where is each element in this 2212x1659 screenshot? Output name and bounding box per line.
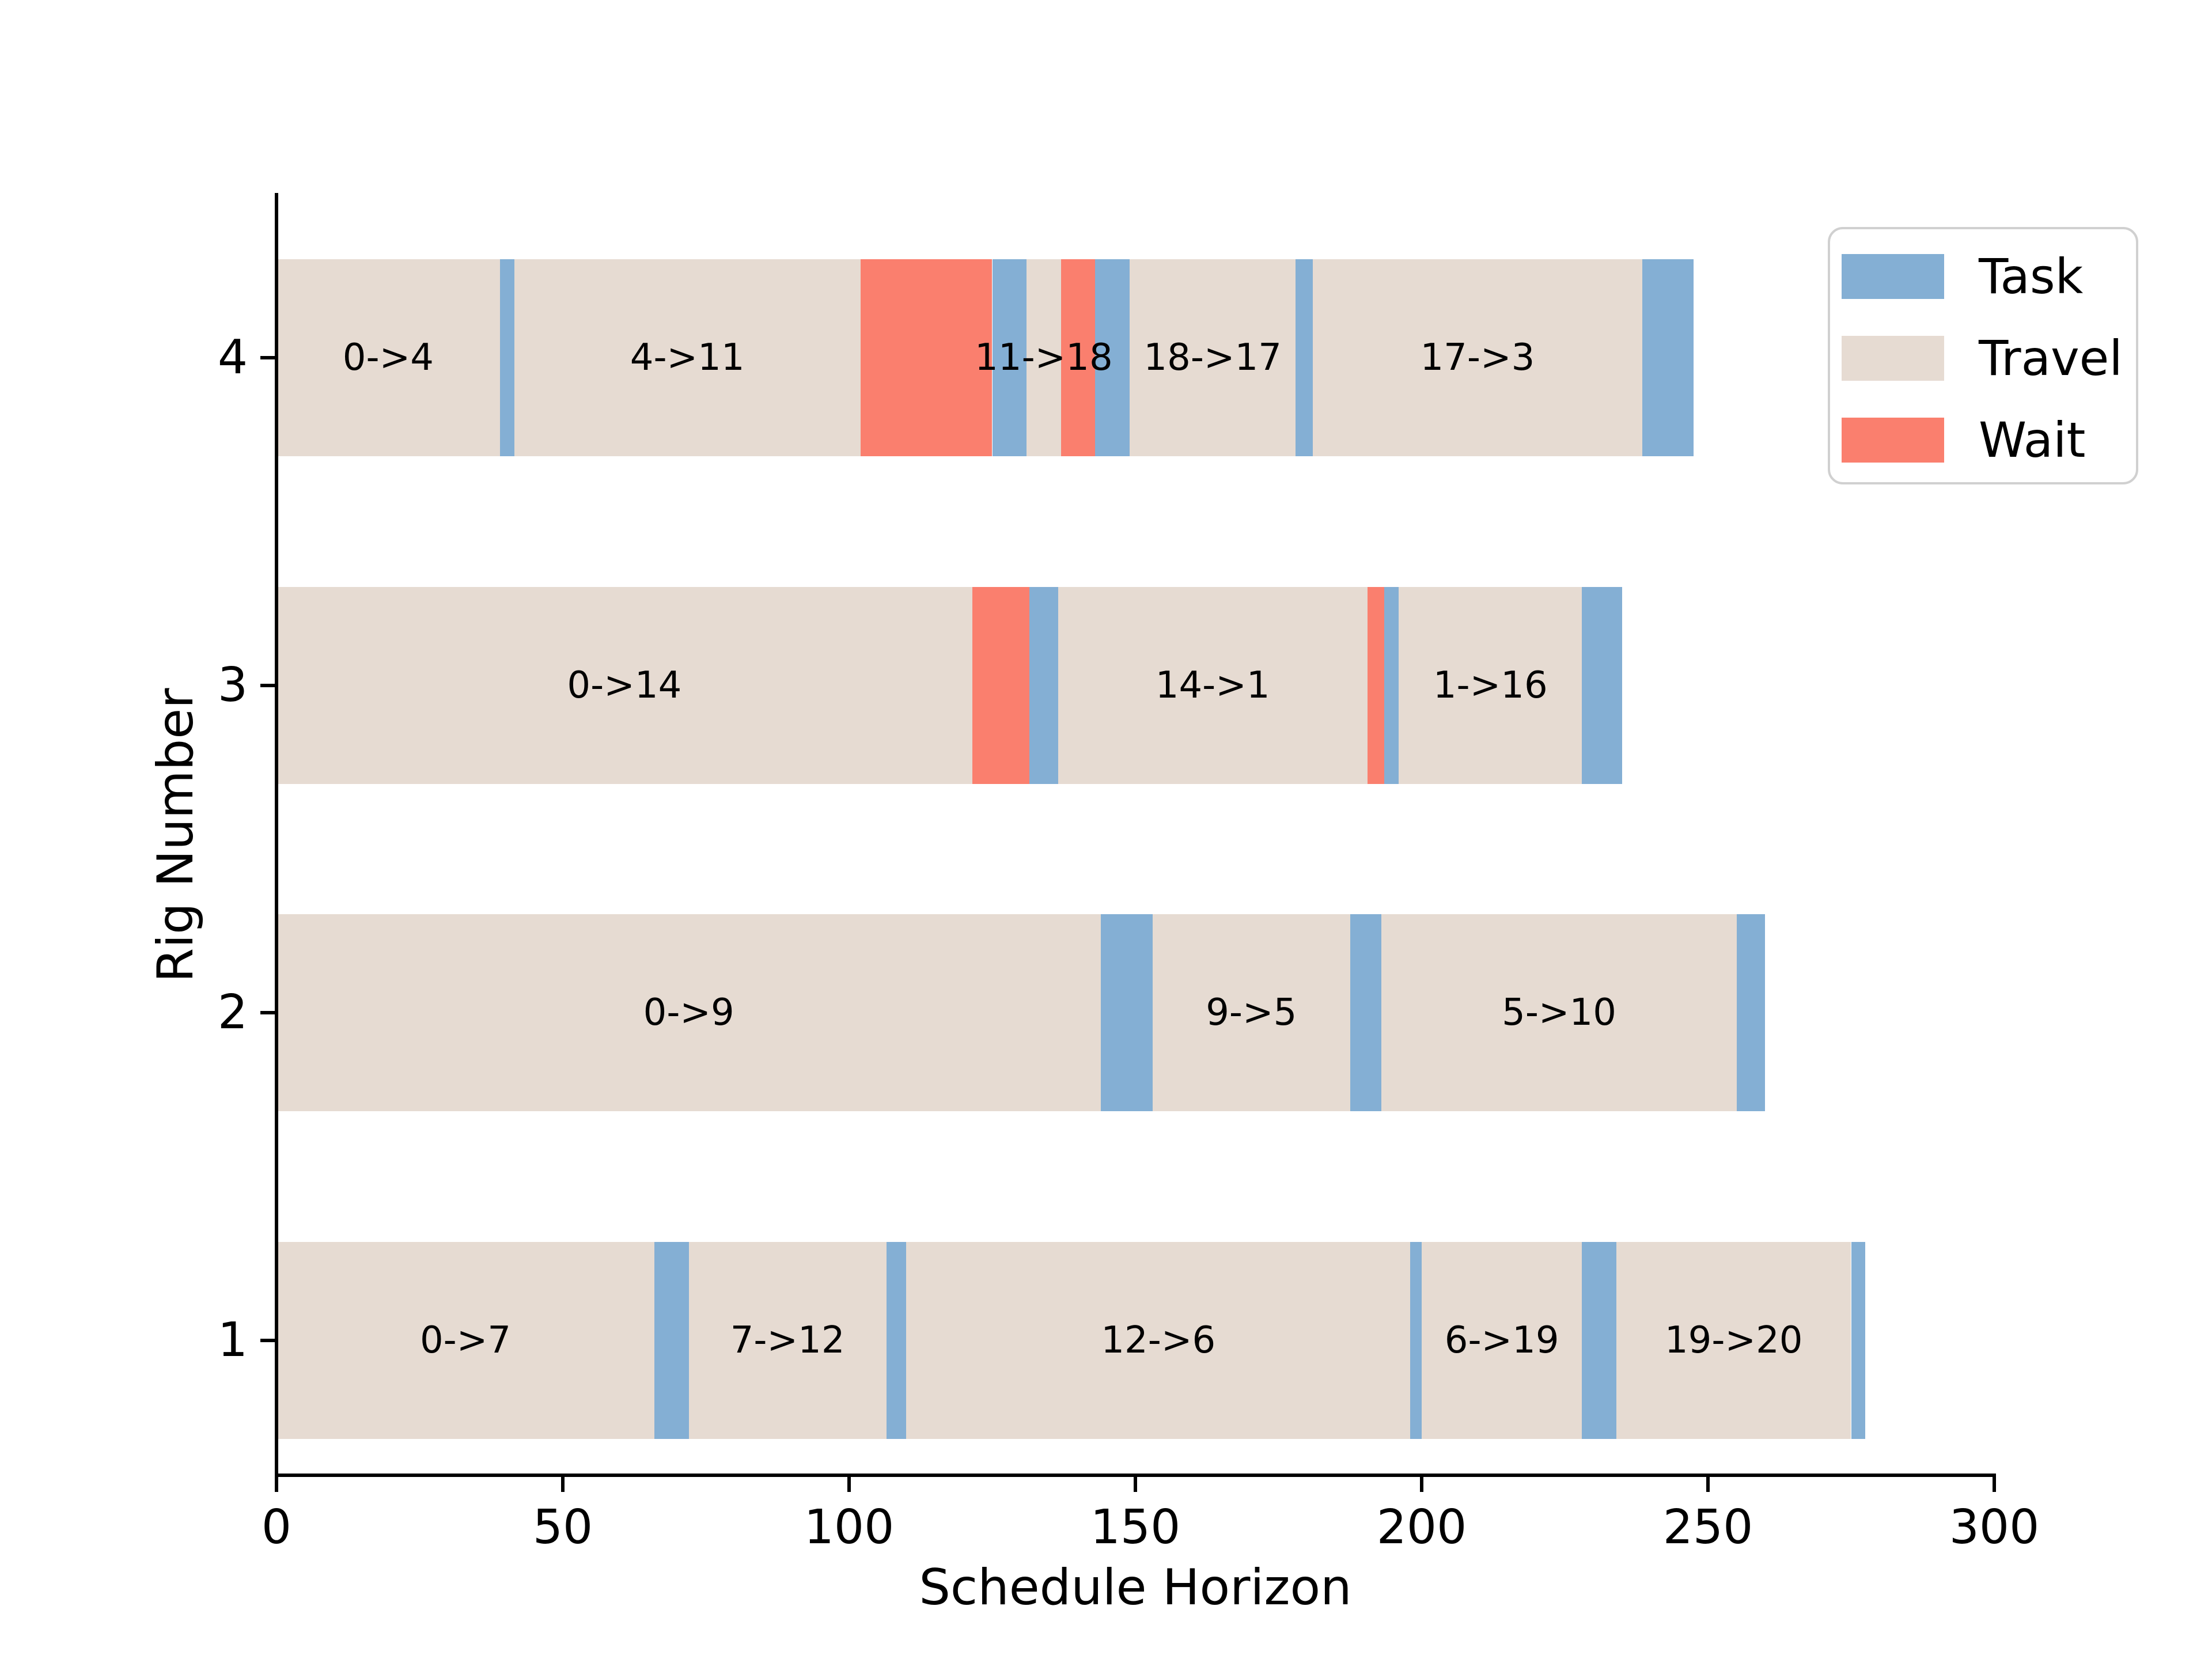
bar-segment-travel [276, 1241, 655, 1439]
bar-segment-travel [1313, 259, 1642, 456]
bar-segment-travel [1152, 914, 1350, 1111]
y-axis-line [275, 193, 278, 1477]
bar-segment-task [1410, 1241, 1422, 1439]
bar-segment-travel [1130, 259, 1296, 456]
bar-segment-task [1101, 914, 1153, 1111]
legend-swatch-wait [1842, 418, 1944, 463]
x-tick-label: 250 [1662, 1500, 1753, 1555]
x-tick-label: 50 [532, 1500, 593, 1555]
y-tick-label: 1 [217, 1312, 248, 1368]
x-tick-mark [275, 1477, 278, 1492]
bar-segment-travel [688, 1241, 887, 1439]
x-axis-line [275, 1474, 1996, 1477]
bar-segment-travel [276, 914, 1101, 1111]
bar-segment-task [654, 1241, 689, 1439]
bar-segment-wait [1367, 586, 1385, 784]
x-tick-mark [1706, 1477, 1710, 1492]
bar-segment-task [499, 259, 514, 456]
bar-segment-wait [860, 259, 993, 456]
bar-segment-task [1851, 1241, 1866, 1439]
x-tick-mark [1420, 1477, 1423, 1492]
y-axis-title: Rig Number [147, 688, 204, 983]
bar-segment-travel [1422, 1241, 1582, 1439]
y-tick-mark [260, 683, 276, 687]
bar-segment-travel [1027, 259, 1061, 456]
bar-segment-task [1384, 586, 1399, 784]
legend-swatch-travel [1842, 336, 1944, 381]
legend-swatch-task [1842, 254, 1944, 299]
legend-label: Travel [1979, 330, 2123, 387]
x-tick-label: 150 [1090, 1500, 1181, 1555]
bar-segment-task [886, 1241, 907, 1439]
x-tick-label: 300 [1949, 1500, 2040, 1555]
legend-label: Wait [1979, 412, 2086, 468]
bar-segment-task [1736, 914, 1766, 1111]
bar-segment-travel [1381, 914, 1737, 1111]
bar-segment-task [1582, 1241, 1616, 1439]
legend-label: Task [1979, 248, 2084, 305]
x-tick-mark [847, 1477, 851, 1492]
bar-segment-travel [1616, 1241, 1851, 1439]
bar-segment-travel [1399, 586, 1582, 784]
y-tick-label: 2 [217, 985, 248, 1040]
x-tick-label: 200 [1376, 1500, 1467, 1555]
legend: Task Travel Wait [1828, 227, 2138, 484]
x-tick-mark [561, 1477, 565, 1492]
y-tick-mark [260, 1011, 276, 1014]
bar-segment-travel [276, 259, 500, 456]
y-tick-mark [260, 1338, 276, 1342]
bar-segment-task [992, 259, 1027, 456]
bar-segment-task [1296, 259, 1313, 456]
x-tick-label: 0 [261, 1500, 292, 1555]
bar-segment-task [1642, 259, 1694, 456]
bar-segment-task [1582, 586, 1622, 784]
bar-segment-travel [276, 586, 972, 784]
bar-segment-travel [906, 1241, 1411, 1439]
bar-segment-wait [972, 586, 1030, 784]
x-tick-mark [1134, 1477, 1137, 1492]
bar-segment-task [1029, 586, 1058, 784]
y-tick-mark [260, 356, 276, 359]
y-tick-label: 3 [217, 657, 248, 713]
bar-segment-travel [1058, 586, 1368, 784]
bar-segment-wait [1060, 259, 1096, 456]
y-tick-label: 4 [217, 330, 248, 385]
bar-segment-task [1350, 914, 1382, 1111]
bar-segment-task [1095, 259, 1130, 456]
x-tick-label: 100 [804, 1500, 895, 1555]
x-axis-title: Schedule Horizon [919, 1559, 1352, 1616]
bar-segment-travel [514, 259, 861, 456]
x-tick-mark [1993, 1477, 1996, 1492]
